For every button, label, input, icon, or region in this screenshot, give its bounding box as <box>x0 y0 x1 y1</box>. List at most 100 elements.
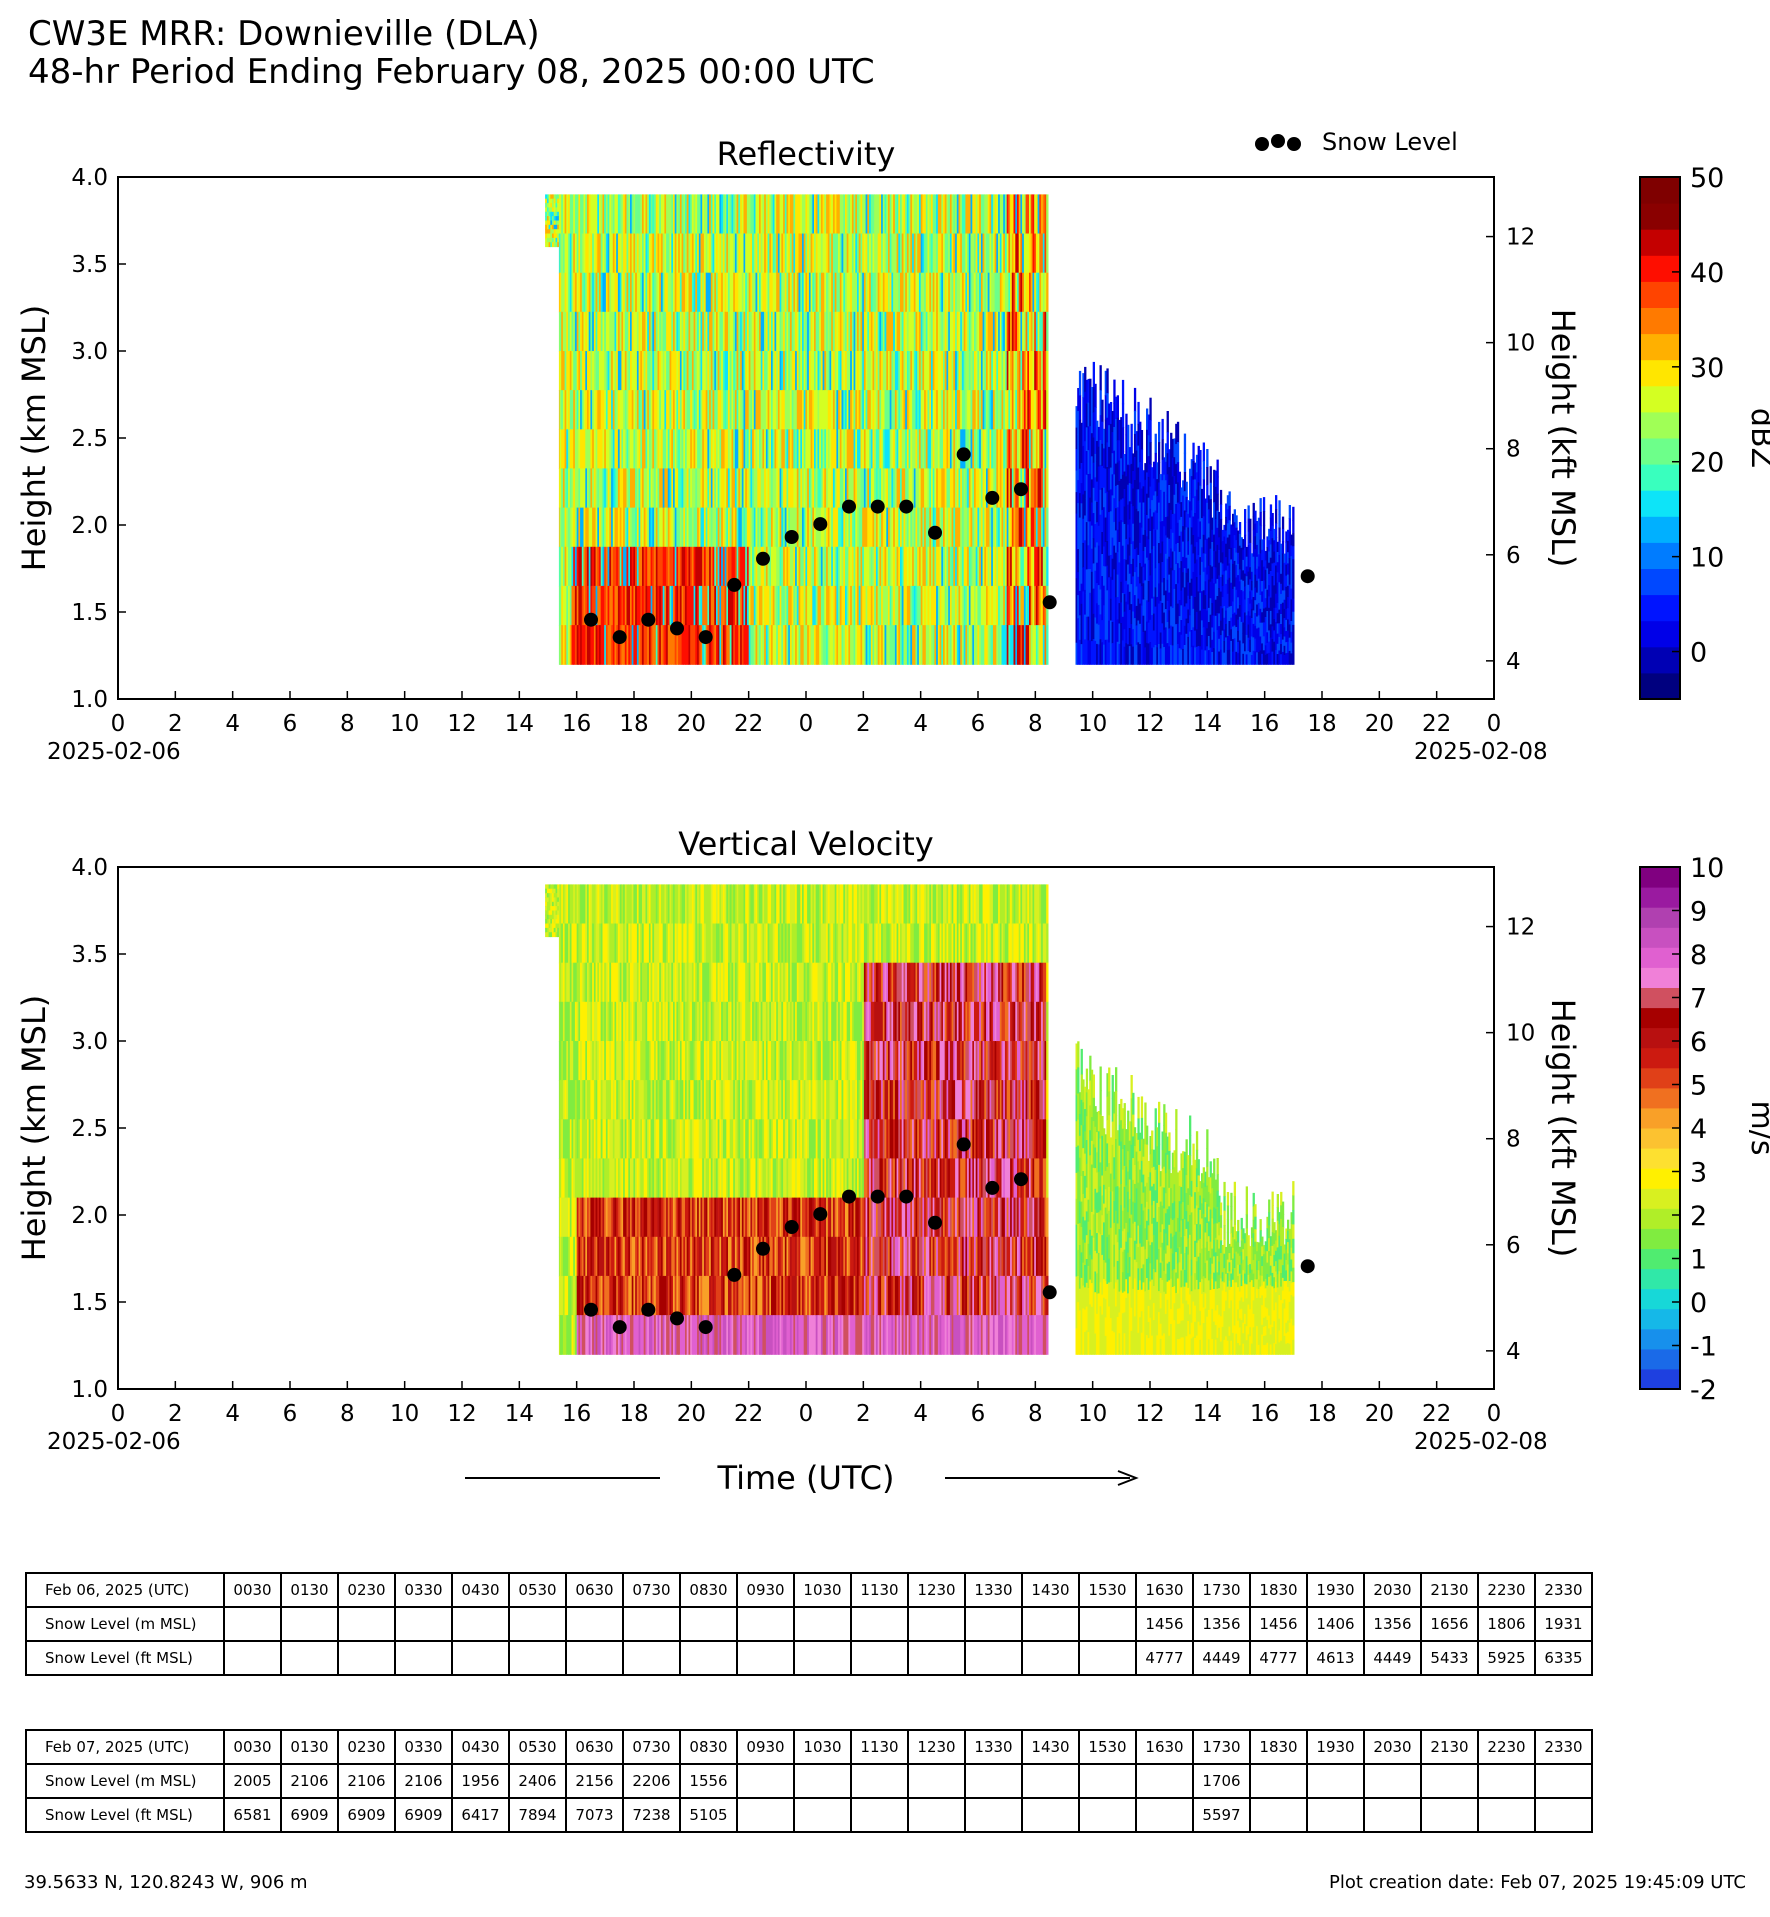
radar-cell <box>568 311 571 352</box>
radar-cell <box>802 351 805 391</box>
radar-cell <box>548 194 551 200</box>
radar-cell <box>944 351 947 391</box>
radar-cell <box>1139 542 1142 564</box>
radar-cell <box>592 351 595 391</box>
radar-cell <box>659 585 662 626</box>
radar-cell <box>1085 498 1089 523</box>
radar-cell <box>611 233 614 274</box>
radar-cell <box>734 194 738 235</box>
radar-cell <box>1219 504 1223 520</box>
radar-cell <box>850 351 853 391</box>
radar-cell <box>1185 481 1188 498</box>
radar-cell <box>815 351 818 391</box>
radar-cell <box>956 507 960 548</box>
radar-cell <box>648 625 652 665</box>
radar-cell <box>1127 564 1130 585</box>
radar-cell <box>979 272 982 313</box>
radar-cell <box>1201 532 1204 548</box>
radar-cell <box>946 585 949 626</box>
radar-cell <box>843 351 846 391</box>
radar-cell <box>1170 625 1173 646</box>
radar-cell <box>1158 482 1161 504</box>
radar-cell <box>1132 541 1135 560</box>
radar-cell <box>918 272 922 313</box>
radar-cell <box>1149 553 1152 576</box>
radar-cell <box>920 546 923 587</box>
radar-cell <box>616 272 619 313</box>
radar-cell <box>1171 476 1175 496</box>
radar-cell <box>1127 644 1130 665</box>
radar-cell <box>681 585 684 626</box>
radar-cell <box>932 233 935 274</box>
radar-cell <box>712 625 715 665</box>
radar-cell <box>583 625 586 665</box>
radar-cell <box>1115 641 1118 665</box>
radar-cell <box>1082 615 1085 641</box>
radar-cell <box>1015 194 1018 235</box>
radar-cell <box>1159 537 1162 554</box>
radar-cell <box>1137 533 1140 556</box>
radar-cell <box>1237 541 1240 554</box>
radar-cell <box>1001 390 1004 430</box>
radar-cell <box>662 351 665 391</box>
radar-cell <box>1161 418 1164 440</box>
radar-cell <box>707 311 710 352</box>
radar-cell <box>881 390 884 430</box>
radar-cell <box>1008 311 1011 352</box>
radar-cell <box>927 625 930 665</box>
radar-cell <box>635 272 638 313</box>
radar-cell <box>865 429 868 470</box>
radar-cell <box>867 194 870 235</box>
radar-cell <box>853 507 856 548</box>
radar-cell <box>719 311 722 352</box>
radar-cell <box>783 468 786 509</box>
radar-cell <box>655 272 659 313</box>
radar-cell <box>1094 477 1097 502</box>
radar-cell <box>1137 401 1140 425</box>
radar-cell <box>648 272 652 313</box>
radar-cell <box>924 546 927 587</box>
radar-cell <box>552 211 555 217</box>
radar-cell <box>654 272 657 313</box>
radar-cell <box>886 625 889 665</box>
radar-cell <box>1202 608 1205 628</box>
radar-cell <box>814 429 817 470</box>
radar-cell <box>1247 545 1250 559</box>
radar-cell <box>726 468 729 509</box>
radar-cell <box>1163 612 1166 631</box>
radar-cell <box>726 429 729 470</box>
radar-cell <box>573 311 576 352</box>
radar-cell <box>1281 553 1285 567</box>
radar-cell <box>931 233 934 274</box>
radar-cell <box>912 468 915 509</box>
radar-cell <box>767 311 770 352</box>
radar-cell <box>1149 575 1152 599</box>
radar-cell <box>1254 613 1257 627</box>
radar-cell <box>1140 449 1144 470</box>
radar-cell <box>955 233 958 274</box>
radar-cell <box>695 429 698 470</box>
radar-cell <box>628 468 631 509</box>
radar-cell <box>1209 548 1212 566</box>
radar-cell <box>628 194 631 235</box>
radar-cell <box>998 468 1001 509</box>
radar-cell <box>609 194 612 235</box>
radar-cell <box>886 311 889 352</box>
radar-cell <box>1144 546 1147 565</box>
radar-cell <box>1118 440 1121 462</box>
radar-cell <box>791 429 794 470</box>
radar-cell <box>908 625 911 665</box>
radar-cell <box>1109 402 1113 425</box>
radar-cell <box>698 194 702 235</box>
radar-cell <box>765 507 769 548</box>
radar-cell <box>984 625 987 665</box>
radar-cell <box>875 390 879 430</box>
radar-cell <box>664 194 667 235</box>
radar-cell <box>716 468 719 509</box>
radar-cell <box>1030 585 1033 626</box>
radar-cell <box>949 546 953 587</box>
radar-cell <box>1041 468 1044 509</box>
radar-cell <box>1106 516 1109 542</box>
radar-cell <box>796 311 800 352</box>
radar-cell <box>599 625 602 665</box>
